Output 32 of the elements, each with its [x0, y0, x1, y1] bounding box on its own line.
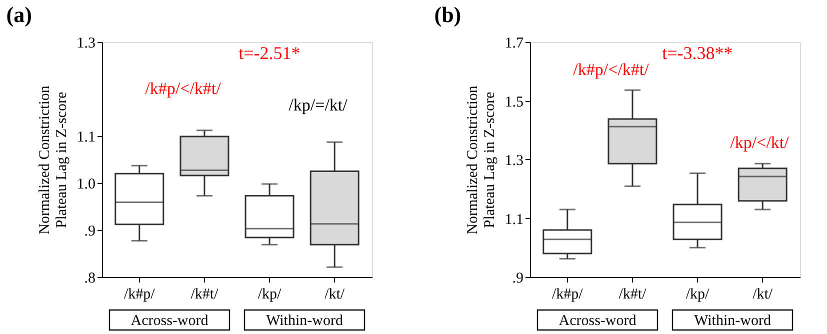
y-tick-label: 1.3: [76, 36, 96, 52]
y-tick-label: 1.1: [76, 130, 96, 146]
y-tick-label: 1.5: [504, 94, 524, 110]
annotation: t=-3.38**: [662, 42, 733, 63]
y-tick-label: .9: [512, 270, 524, 286]
x-tick-label: /k#p/: [124, 286, 156, 302]
annotation: /k#p/</k#t/: [145, 79, 222, 98]
x-tick-label: /kt/: [324, 286, 346, 302]
annotation: /kp/=/kt/: [288, 95, 348, 114]
y-axis-title: Normalized Constriction Plateau Lag in Z-score: [36, 85, 70, 234]
chart-title: (a): [6, 2, 32, 27]
text: Across-word: [558, 313, 637, 329]
annotation: t=-2.51*: [238, 42, 300, 63]
y-axis-title: Normalized Constriction Plateau Lag in Z-score: [464, 85, 498, 234]
x-tick-label: /k#p/: [552, 286, 584, 302]
y-tick-label: .9: [84, 224, 96, 240]
annotation: /k#p/</k#t/: [573, 60, 650, 80]
y-tick-label: 1.7: [504, 36, 524, 52]
x-tick-label: /kt/: [752, 286, 774, 302]
text: Within-word: [266, 313, 344, 329]
annotation: /kp/</kt/: [730, 133, 790, 152]
chart-title: (b): [434, 2, 462, 27]
y-tick-label: 1.3: [504, 153, 524, 169]
x-tick-label: /k#t/: [618, 286, 648, 302]
y-tick-label: .8: [84, 270, 96, 286]
y-tick-label: 1.0: [76, 176, 96, 192]
x-tick-label: /kp/: [258, 286, 282, 302]
text: Across-word: [130, 313, 209, 329]
x-tick-label: /k#t/: [190, 286, 220, 302]
text: Within-word: [694, 313, 772, 329]
x-tick-label: /kp/: [686, 286, 710, 302]
y-tick-label: 1.1: [504, 212, 524, 228]
